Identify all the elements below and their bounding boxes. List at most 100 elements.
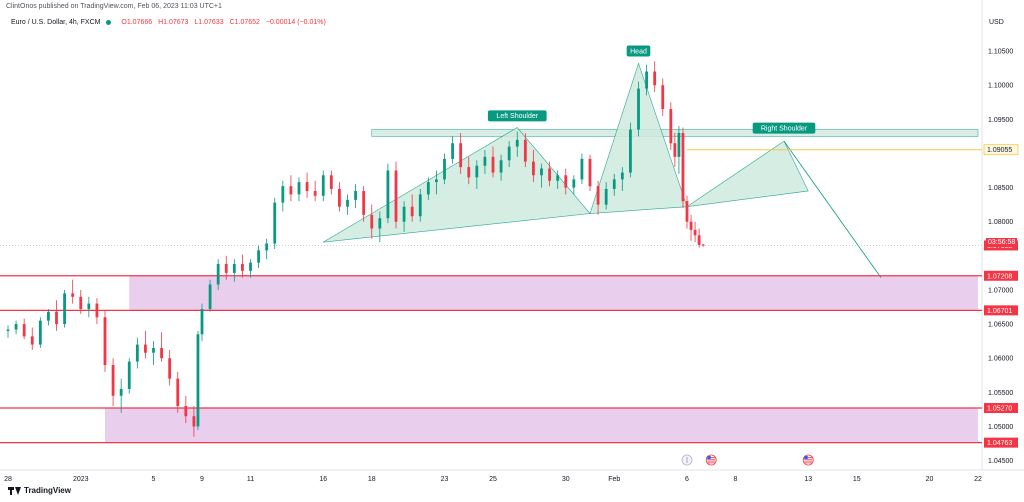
candle <box>653 61 657 93</box>
candle-body <box>111 365 115 396</box>
candle-body <box>386 170 390 219</box>
time-tick: 18 <box>368 476 376 483</box>
candle-body <box>196 334 200 427</box>
annotation-head[interactable]: Head <box>626 45 651 57</box>
price-tag-1-09055[interactable]: 1.09055 <box>983 144 1019 156</box>
candle <box>257 245 260 269</box>
candle <box>346 194 349 215</box>
ohlc-low: L1.07633 <box>194 19 224 26</box>
candle-body <box>653 71 657 86</box>
candle-body <box>249 262 252 271</box>
candle-body <box>79 296 83 310</box>
candle <box>135 337 139 369</box>
candle-body <box>22 324 26 337</box>
candle <box>281 180 285 212</box>
price-tick: 1.05500 <box>988 390 1013 397</box>
candle <box>673 132 677 168</box>
time-tick: 6 <box>685 476 689 483</box>
candle-body <box>38 320 42 345</box>
candle <box>176 371 180 413</box>
price-tag-1-05270[interactable]: 1.05270 <box>984 403 1018 414</box>
candle-body <box>6 329 10 331</box>
projection-line[interactable] <box>783 140 882 278</box>
time-tick: Feb <box>608 476 620 483</box>
head-shoulders-pattern[interactable] <box>323 62 882 278</box>
candle <box>144 330 147 359</box>
candle <box>693 221 697 243</box>
time-tick: 22 <box>974 476 982 483</box>
candle-body <box>265 243 269 251</box>
candle-body <box>208 284 212 310</box>
candle <box>289 175 293 202</box>
event-markers[interactable] <box>681 454 814 466</box>
left-shoulder-triangle[interactable] <box>323 127 591 243</box>
candle-body <box>588 158 592 187</box>
candle-body <box>572 179 576 188</box>
candle-body <box>556 175 560 181</box>
bar-countdown: 03:56:58 <box>986 238 1018 247</box>
price-tick: 1.08500 <box>988 185 1013 192</box>
tradingview-logo-icon <box>8 486 21 495</box>
candle-body <box>451 143 454 159</box>
candle <box>661 78 665 116</box>
price-tag-1-07208[interactable]: 1.07208 <box>984 270 1018 281</box>
support-zone-1[interactable] <box>129 275 978 311</box>
dividend-icon[interactable] <box>681 454 693 466</box>
candle-body <box>30 336 34 345</box>
time-tick: 16 <box>319 476 327 483</box>
candle <box>297 177 301 202</box>
candle-body <box>160 347 163 359</box>
candle-body <box>410 206 414 217</box>
candle-body <box>661 85 665 110</box>
horizontal-levels[interactable] <box>0 149 982 444</box>
candle-body <box>677 132 681 157</box>
annotation-right-shoulder[interactable]: Right Shoulder <box>752 122 816 134</box>
pattern-annotations[interactable]: Left Shoulder Head Right Shoulder <box>487 45 816 134</box>
candle-body <box>604 188 608 205</box>
candle <box>467 156 471 185</box>
ohlc-high: H1.07673 <box>158 19 189 26</box>
support-zone-2[interactable] <box>105 408 978 443</box>
price-axis-currency[interactable]: USD <box>989 19 1004 26</box>
candle <box>507 141 511 168</box>
price-tick: 1.05000 <box>988 424 1013 431</box>
time-tick: 2023 <box>73 476 89 483</box>
price-tag-box <box>984 403 1018 414</box>
price-tag-box <box>983 144 1019 156</box>
tradingview-logo: TradingView <box>8 486 71 495</box>
candle-body <box>435 179 438 183</box>
candle-body <box>362 190 366 215</box>
flag-canton <box>804 456 808 459</box>
right-shoulder-triangle[interactable] <box>686 140 809 207</box>
price-axis[interactable]: 1.10500 1.10000 1.09500 1.08500 1.08000 1.070… <box>983 49 1019 466</box>
ohlc-close: C1.07652 <box>229 19 260 26</box>
candle-body <box>119 388 123 396</box>
candle <box>588 154 592 191</box>
candle-body <box>499 160 503 173</box>
symbol-name[interactable]: Euro / U.S. Dollar, 4h, FXCM <box>11 19 101 26</box>
price-tag-1-06701[interactable]: 1.06701 <box>984 305 1018 316</box>
candle <box>71 279 75 304</box>
time-axis[interactable]: 28 2023 5 9 11 16 18 23 25 30 Feb 6 8 13 15 20 22 <box>4 476 982 483</box>
candle-body <box>475 165 479 178</box>
candle <box>580 153 584 185</box>
price-tick: 1.04500 <box>988 458 1013 465</box>
candle-body <box>313 190 317 196</box>
candle <box>540 163 543 188</box>
candle-body <box>127 361 131 389</box>
annotation-text: Head <box>630 48 647 55</box>
annotation-left-shoulder[interactable]: Left Shoulder <box>487 110 547 122</box>
price-tag-1-04763[interactable]: 1.04763 <box>984 437 1018 448</box>
time-tick: 28 <box>4 476 12 483</box>
candle-body <box>168 358 172 379</box>
us-flag-icon[interactable] <box>802 454 814 466</box>
time-tick: 23 <box>441 476 449 483</box>
candle-body <box>55 311 58 325</box>
candle-body <box>564 175 568 188</box>
time-tick: 30 <box>562 476 570 483</box>
candle <box>63 289 66 328</box>
chart-grid <box>0 0 1024 471</box>
us-flag-icon[interactable] <box>705 454 717 466</box>
candle <box>273 197 277 249</box>
